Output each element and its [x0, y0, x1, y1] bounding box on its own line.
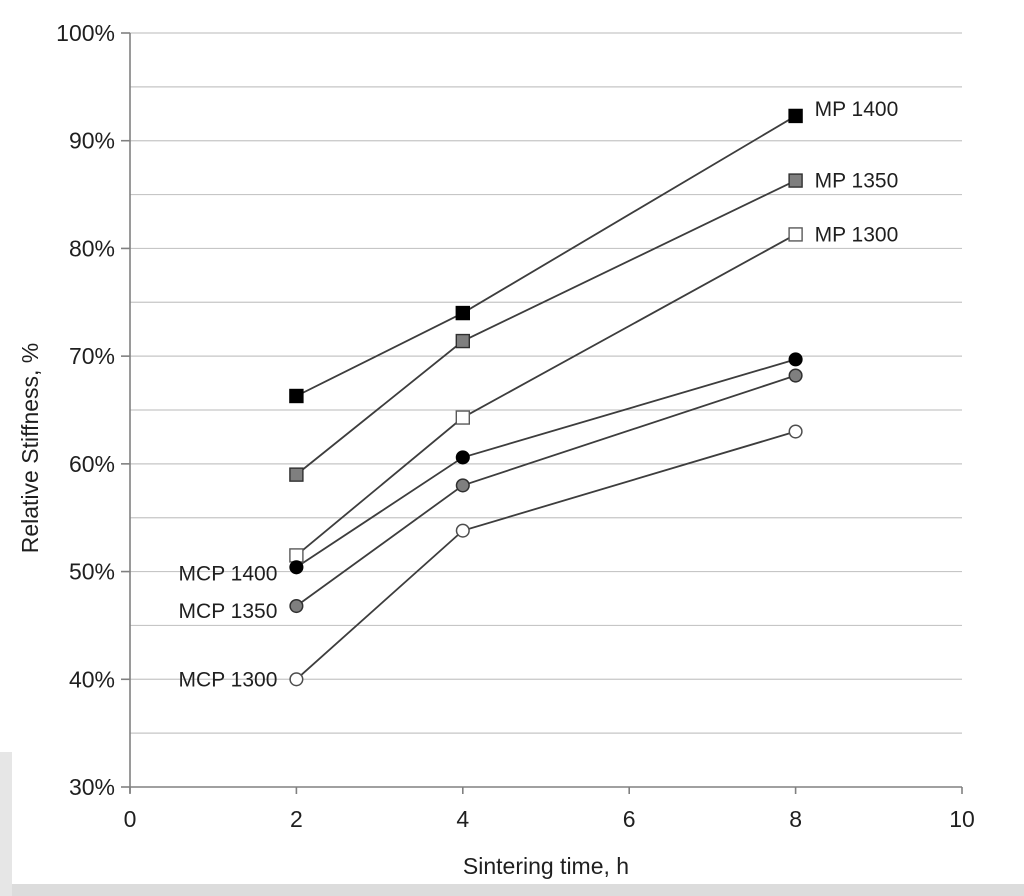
y-tick-label-40: 40%	[69, 666, 115, 692]
y-tick-label-90: 90%	[69, 128, 115, 154]
marker-mcp-1350-x8	[788, 368, 803, 383]
marker-mcp-1400-x4	[455, 450, 470, 465]
scan-edge-bottom	[0, 884, 1024, 896]
series-label-mp-1300: MP 1300	[815, 223, 899, 246]
y-tick-label-60: 60%	[69, 451, 115, 477]
series-label-mcp-1350: MCP 1350	[179, 600, 278, 623]
marker-mcp-1300-x8	[788, 424, 803, 439]
series-line-mcp-1300	[295, 430, 796, 680]
y-tick-label-70: 70%	[69, 343, 115, 369]
marker-mp-1350-x2	[289, 467, 304, 482]
marker-mcp-1300-x4	[455, 523, 470, 538]
series-label-mcp-1300: MCP 1300	[179, 668, 278, 691]
series-line-mp-1300	[295, 233, 797, 557]
marker-mp-1400-x8	[788, 108, 803, 124]
marker-mp-1400-x2	[289, 388, 304, 404]
marker-mp-1400-x4	[455, 305, 470, 321]
y-tick-label-80: 80%	[69, 235, 115, 261]
series-label-mp-1400: MP 1400	[815, 98, 899, 121]
marker-mp-1350-x8	[788, 173, 803, 188]
marker-mp-1350-x4	[455, 333, 470, 349]
x-tick-label-8: 8	[789, 806, 802, 832]
x-tick-label-0: 0	[124, 806, 137, 832]
x-tick-label-10: 10	[949, 806, 975, 832]
marker-mcp-1350-x4	[455, 478, 470, 493]
y-tick-label-50: 50%	[69, 559, 115, 585]
series-line-mp-1350	[295, 179, 796, 476]
marker-mp-1300-x4	[455, 410, 470, 425]
series-label-mcp-1400: MCP 1400	[179, 562, 278, 585]
x-tick-label-4: 4	[456, 806, 469, 832]
marker-mcp-1300-x2	[289, 672, 304, 687]
x-tick-label-2: 2	[290, 806, 303, 832]
x-tick-label-6: 6	[623, 806, 636, 832]
marker-mcp-1400-x8	[788, 352, 803, 367]
marker-mcp-1350-x2	[289, 598, 304, 614]
y-axis-title: Relative Stiffness, %	[17, 343, 43, 554]
series-line-mp-1400	[295, 115, 797, 397]
marker-mp-1300-x2	[289, 548, 304, 563]
x-axis-title: Sintering time, h	[463, 853, 629, 879]
series-label-mp-1350: MP 1350	[815, 170, 899, 193]
marker-mp-1300-x8	[788, 227, 803, 242]
y-tick-label-30: 30%	[69, 774, 115, 800]
y-tick-label-100: 100%	[56, 20, 115, 46]
scan-edge-left	[0, 752, 12, 896]
marker-mcp-1400-x2	[289, 560, 304, 575]
